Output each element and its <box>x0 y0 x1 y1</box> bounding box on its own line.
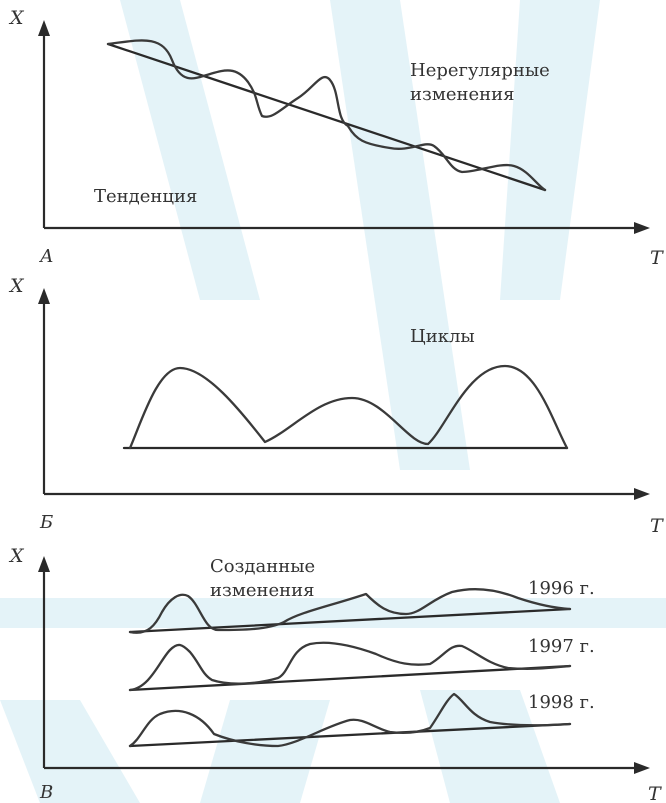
year-1997-curve <box>128 641 572 692</box>
year-1998-trend-line <box>128 722 572 748</box>
panel-b-y-label: X <box>8 275 25 297</box>
panel-c-letter: В <box>39 782 53 803</box>
panel-b-cycle-curve <box>128 364 569 450</box>
year-1997-label: 1997 г. <box>528 636 595 657</box>
panel-a-y-label: X <box>8 7 25 29</box>
year-1996-curve <box>128 587 572 634</box>
panel-b-y-arrow <box>38 288 50 304</box>
year-1998-curve <box>128 692 572 748</box>
panel-a-x-label: T <box>650 247 664 269</box>
panel-a-trend-line <box>106 42 547 192</box>
panel-b-letter: Б <box>39 512 53 533</box>
panel-a-irregular-curve <box>106 39 547 192</box>
year-1998-label: 1998 г. <box>528 692 595 713</box>
panel-b-cycles-label: Циклы <box>410 326 475 347</box>
panel-a-x-arrow <box>634 222 650 234</box>
panel-a-trend-and-irregular: X T А Тенденция Нерегулярные изменения <box>8 7 664 269</box>
panel-a-y-arrow <box>38 20 50 36</box>
panel-b-cycles: X T Б Циклы <box>8 275 664 537</box>
panel-a-irregular-label-2: изменения <box>410 84 514 105</box>
panel-a-trend-label: Тенденция <box>94 186 197 207</box>
panel-b-x-label: T <box>650 515 664 537</box>
panel-c-created-label-2: изменения <box>210 580 314 601</box>
panel-c-x-label: T <box>648 783 662 803</box>
panel-a-irregular-label-1: Нерегулярные <box>410 60 550 81</box>
year-1997-trend-line <box>128 664 572 692</box>
panel-c-y-label: X <box>8 545 25 567</box>
panel-c-y-arrow <box>38 556 50 572</box>
year-1996-label: 1996 г. <box>528 578 595 599</box>
panel-c-created-label-1: Созданные <box>210 556 315 577</box>
panel-c-seasonal: X T В Созданные изменения 1996 г. 1997 г… <box>8 545 662 803</box>
panel-a-letter: А <box>38 246 54 267</box>
panel-c-x-arrow <box>634 762 650 774</box>
panel-b-x-arrow <box>634 488 650 500</box>
year-1996-trend-line <box>128 607 572 634</box>
